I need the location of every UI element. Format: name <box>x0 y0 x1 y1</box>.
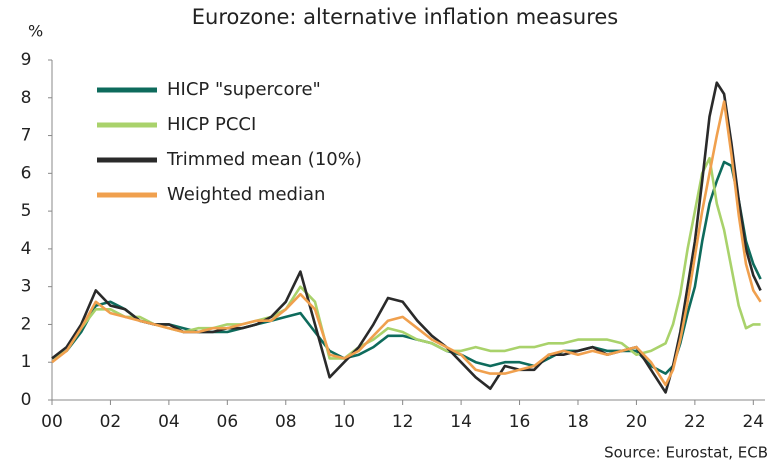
series-line <box>51 100 762 387</box>
x-tick-label: 18 <box>567 412 589 432</box>
x-tick-label: 14 <box>450 412 472 432</box>
x-tick-label: 22 <box>684 412 706 432</box>
chart-title: Eurozone: alternative inflation measures <box>192 5 619 29</box>
y-tick-label: 5 <box>21 201 32 221</box>
x-tick-label: 20 <box>626 412 648 432</box>
series-line <box>51 160 762 375</box>
x-tick-label: 10 <box>333 412 355 432</box>
legend-label: Trimmed mean (10%) <box>166 149 362 170</box>
y-tick-label: 7 <box>21 126 32 146</box>
series-line <box>51 81 762 394</box>
x-tick-label: 02 <box>100 412 122 432</box>
x-tick-label: 04 <box>158 412 180 432</box>
y-tick-label: 6 <box>21 163 32 183</box>
x-tick-label: 00 <box>41 412 63 432</box>
legend-label: HICP "supercore" <box>167 79 321 100</box>
x-tick-label: 08 <box>275 412 297 432</box>
y-tick-label: 9 <box>21 50 32 70</box>
y-tick-label: 4 <box>21 239 32 259</box>
y-tick-label: 1 <box>21 352 32 372</box>
x-tick-label: 12 <box>392 412 414 432</box>
source: Source: Eurostat, ECB <box>604 444 768 462</box>
y-unit: % <box>28 22 43 41</box>
x-tick-label: 06 <box>217 412 239 432</box>
y-tick-label: 8 <box>21 88 32 108</box>
legend-label: HICP PCCI <box>167 114 256 135</box>
y-tick-label: 0 <box>21 390 32 410</box>
series-line <box>51 156 761 360</box>
x-tick-label: 16 <box>509 412 531 432</box>
x-tick-label: 24 <box>742 412 764 432</box>
y-tick-label: 3 <box>21 277 32 297</box>
y-tick-label: 2 <box>21 314 32 334</box>
legend-label: Weighted median <box>167 184 325 205</box>
